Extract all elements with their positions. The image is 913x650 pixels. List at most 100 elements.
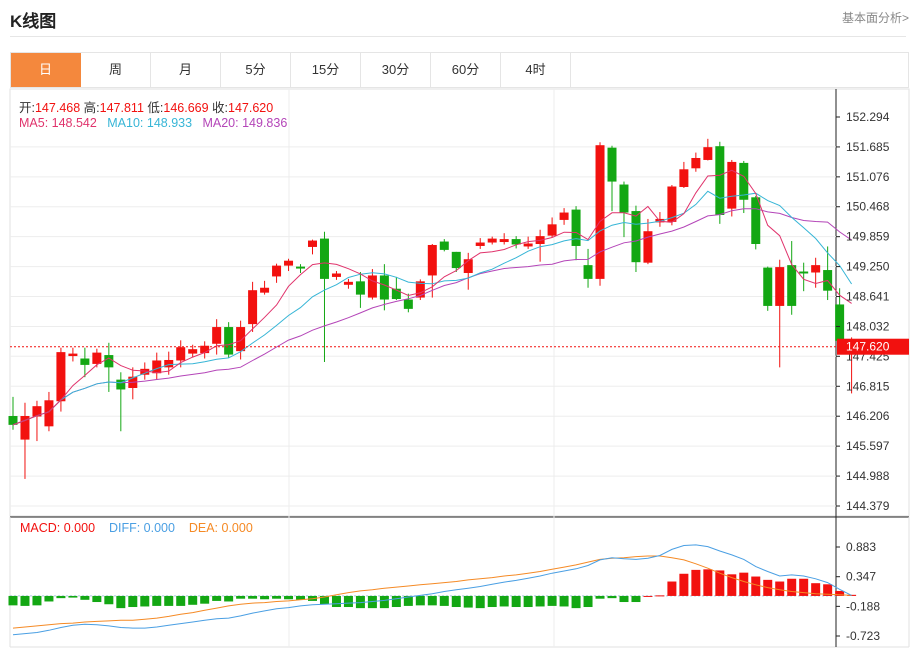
open-value: 147.468 — [34, 101, 81, 115]
candle-body — [212, 327, 222, 344]
macd-tick-label: 0.883 — [846, 540, 876, 554]
candle-body — [343, 281, 353, 285]
candle-body — [799, 271, 809, 274]
header: K线图 基本面分析> — [0, 0, 913, 36]
candle-body — [835, 304, 845, 341]
candle-body — [200, 345, 210, 354]
candle-body — [583, 265, 593, 279]
candle-body — [547, 224, 557, 236]
macd-bar — [511, 595, 521, 608]
macd-bar — [691, 569, 701, 596]
low-value: 146.669 — [163, 101, 209, 115]
candle-body — [116, 379, 126, 390]
candle-body — [787, 265, 797, 306]
candle-body — [775, 267, 785, 306]
tab-15min[interactable]: 15分 — [291, 53, 361, 87]
candle-body — [595, 145, 605, 279]
macd-bar — [403, 595, 413, 606]
tab-week[interactable]: 周 — [81, 53, 151, 87]
macd-bar — [451, 595, 461, 608]
candle-body — [391, 288, 401, 300]
macd-bar — [224, 595, 234, 602]
price-tick-label: 149.859 — [846, 230, 890, 244]
page-title: K线图 — [10, 12, 57, 31]
candle-body — [703, 147, 713, 160]
macd-bar — [787, 578, 797, 596]
macd-bar — [296, 595, 306, 600]
ohlc-legend: 开:147.468 高:147.811 低:146.669 收:147.620 — [19, 97, 273, 116]
candle-body — [92, 352, 102, 364]
candle-body — [164, 359, 174, 368]
tab-60min[interactable]: 60分 — [431, 53, 501, 87]
macd-bar — [128, 595, 138, 608]
ma20-legend: MA20: 149.836 — [202, 116, 288, 130]
macd-bar — [248, 595, 258, 599]
price-tick-label: 150.468 — [846, 200, 890, 214]
tab-5min[interactable]: 5分 — [221, 53, 291, 87]
price-tick-label: 144.379 — [846, 499, 890, 513]
macd-bar — [212, 595, 222, 601]
candle-body — [284, 260, 294, 266]
macd-bar — [176, 595, 186, 606]
open-label: 开: — [19, 101, 35, 115]
macd-bar — [439, 595, 449, 606]
candle-body — [631, 211, 641, 263]
candle-body — [104, 355, 114, 368]
candle-body — [308, 240, 317, 247]
macd-bar — [343, 595, 353, 608]
macd-bar — [104, 595, 114, 605]
macd-bar — [236, 595, 246, 599]
tab-4h[interactable]: 4时 — [501, 53, 571, 87]
candle-body — [511, 239, 521, 245]
macd-bar — [463, 595, 473, 608]
price-tick-label: 146.206 — [846, 409, 890, 423]
macd-bar — [583, 595, 593, 608]
macd-bar — [811, 583, 821, 596]
diff-legend-value: DIFF: 0.000 — [108, 521, 175, 535]
close-value: 147.620 — [228, 101, 274, 115]
macd-bar — [475, 595, 485, 609]
macd-bar — [188, 595, 198, 605]
price-tick-label: 144.988 — [846, 469, 890, 483]
tab-month[interactable]: 月 — [151, 53, 221, 87]
tab-day[interactable]: 日 — [11, 53, 81, 87]
macd-bar — [272, 595, 282, 599]
candle-body — [619, 184, 629, 213]
ma10-legend: MA10: 148.933 — [107, 116, 193, 130]
candle-body — [727, 161, 737, 209]
dea-legend-value: DEA: 0.000 — [188, 521, 253, 535]
macd-bar — [655, 595, 665, 597]
macd-bar — [152, 595, 162, 606]
macd-bar — [331, 595, 341, 608]
fundamental-analysis-link[interactable]: 基本面分析> — [841, 11, 909, 25]
macd-bar — [751, 576, 761, 596]
candle-body — [607, 147, 617, 182]
candle-body — [176, 347, 186, 361]
macd-bar — [164, 595, 174, 606]
macd-bar — [367, 595, 377, 609]
macd-bar — [559, 595, 569, 607]
macd-bar — [32, 595, 42, 606]
macd-bar — [44, 595, 54, 602]
candle-body — [463, 259, 473, 273]
period-tabs: 日 周 月 5分 15分 30分 60分 4时 — [10, 52, 909, 88]
candle-body — [763, 267, 773, 306]
tab-30min[interactable]: 30分 — [361, 53, 431, 87]
macd-bar — [499, 595, 509, 607]
candle-body — [379, 275, 389, 300]
macd-bar — [643, 595, 653, 597]
macd-bar — [8, 595, 18, 606]
candle-body — [811, 265, 821, 273]
macd-bar — [523, 595, 533, 608]
candle-body — [319, 238, 329, 279]
macd-bar — [260, 595, 270, 600]
price-tick-label: 148.032 — [846, 319, 890, 333]
macd-bar — [679, 573, 689, 596]
candle-body — [415, 281, 425, 298]
candle-body — [523, 243, 533, 247]
macd-bar — [607, 595, 617, 599]
macd-bar — [715, 570, 725, 596]
candle-body — [439, 241, 449, 250]
macd-tick-label: 0.347 — [846, 570, 876, 584]
